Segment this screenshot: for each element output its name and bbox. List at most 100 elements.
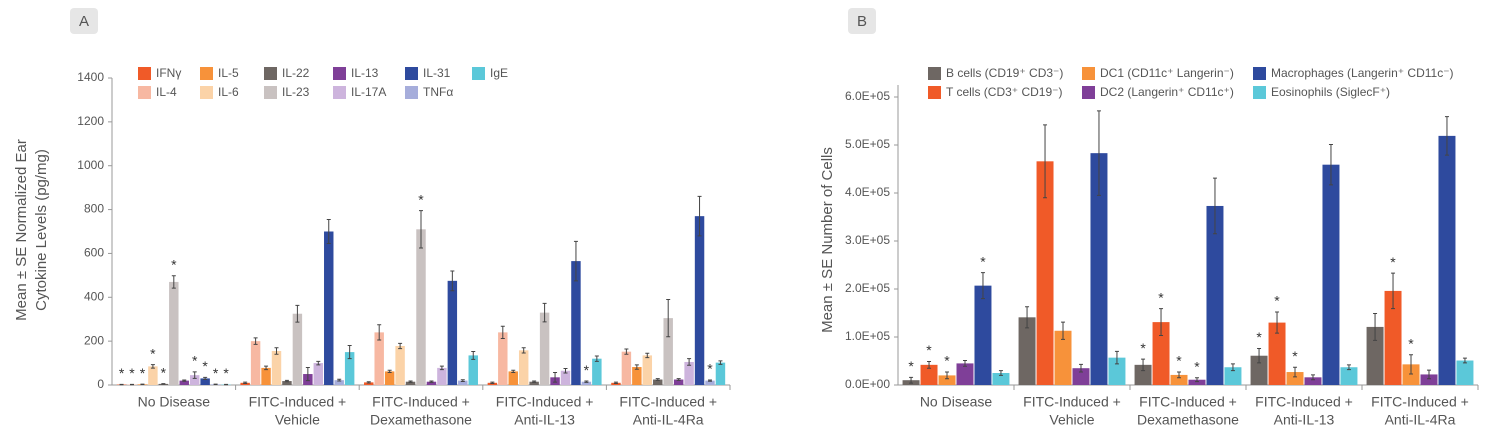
bar xyxy=(169,282,178,385)
significance-star: * xyxy=(192,353,198,369)
y-axis-title: Mean ± SE Normalized Ear xyxy=(13,139,30,321)
x-tick-label: Anti-IL-13 xyxy=(514,412,575,428)
y-tick-label: 3.0E+05 xyxy=(845,233,890,247)
significance-star: * xyxy=(1390,254,1396,270)
significance-star: * xyxy=(1140,340,1146,356)
legend-label: DC1 (CD11c⁺ Langerin⁻) xyxy=(1100,66,1234,80)
legend-swatch xyxy=(200,86,213,99)
significance-star: * xyxy=(171,256,177,272)
x-tick-label: FITC-Induced + xyxy=(249,394,347,410)
y-tick-label: 6.0E+05 xyxy=(845,89,890,103)
bar xyxy=(251,341,260,385)
x-tick-label: FITC-Induced + xyxy=(1255,394,1353,410)
bar xyxy=(385,371,394,385)
legend-label: IL-4 xyxy=(156,85,177,99)
legend-label: IL-22 xyxy=(282,66,310,80)
bar xyxy=(716,363,725,385)
significance-star: * xyxy=(584,362,590,378)
error-bar xyxy=(532,381,536,382)
bar xyxy=(261,368,270,385)
significance-star: * xyxy=(119,365,125,381)
bar xyxy=(519,350,528,385)
error-bar xyxy=(409,381,413,382)
y-tick-label: 4.0E+05 xyxy=(845,185,890,199)
significance-star: * xyxy=(1292,348,1298,364)
legend-swatch xyxy=(1253,86,1266,99)
bar xyxy=(632,367,641,385)
bar xyxy=(437,368,446,385)
legend-swatch xyxy=(1082,67,1095,80)
bar xyxy=(509,371,518,385)
legend-swatch xyxy=(928,67,941,80)
significance-star: * xyxy=(140,365,146,381)
bar xyxy=(1438,136,1455,385)
y-tick-label: 0 xyxy=(97,377,104,391)
significance-star: * xyxy=(161,364,167,380)
significance-star: * xyxy=(202,358,208,374)
x-tick-label: Anti-IL-4Ra xyxy=(1385,412,1456,428)
bar xyxy=(498,332,507,385)
x-tick-label: Dexamethasone xyxy=(370,412,472,428)
x-tick-label: Vehicle xyxy=(275,412,320,428)
significance-star: * xyxy=(213,365,219,381)
x-tick-label: Dexamethasone xyxy=(1137,412,1239,428)
bar xyxy=(314,363,323,385)
y-tick-label: 1000 xyxy=(77,158,104,172)
legend-label: Eosinophils (SiglecF⁺) xyxy=(1271,85,1390,99)
bar xyxy=(272,351,281,385)
bar xyxy=(1456,361,1473,385)
bar xyxy=(293,314,302,385)
bar xyxy=(974,286,991,385)
significance-star: * xyxy=(1256,329,1262,345)
bar xyxy=(643,355,652,385)
legend-swatch xyxy=(138,86,151,99)
significance-star: * xyxy=(707,361,713,377)
y-tick-label: 1200 xyxy=(77,114,104,128)
legend-swatch xyxy=(264,67,277,80)
significance-star: * xyxy=(926,342,932,358)
bar xyxy=(695,216,704,385)
y-tick-label: 2.0E+05 xyxy=(845,281,890,295)
significance-star: * xyxy=(1408,335,1414,351)
legend-label: IL-23 xyxy=(282,85,310,99)
significance-star: * xyxy=(150,345,156,361)
legend-label: IL-5 xyxy=(218,66,239,80)
x-tick-label: FITC-Induced + xyxy=(372,394,470,410)
bar xyxy=(448,281,457,385)
bar xyxy=(148,366,157,385)
legend-label: DC2 (Langerin⁺ CD11c⁺) xyxy=(1100,85,1234,99)
x-tick-label: Anti-IL-4Ra xyxy=(633,412,704,428)
bar xyxy=(395,346,404,385)
y-tick-label: 5.0E+05 xyxy=(845,137,890,151)
bar xyxy=(592,359,601,385)
x-tick-label: No Disease xyxy=(138,394,211,410)
legend-label: TNFα xyxy=(423,85,453,99)
x-tick-label: Anti-IL-13 xyxy=(1274,412,1335,428)
legend-label: IgE xyxy=(490,66,508,80)
significance-star: * xyxy=(1274,293,1280,309)
legend-label: T cells (CD3⁺ CD19⁻) xyxy=(946,85,1062,99)
x-tick-label: FITC-Induced + xyxy=(1371,394,1469,410)
significance-star: * xyxy=(1158,289,1164,305)
legend-label: IL-31 xyxy=(423,66,451,80)
legend-label: IL-17A xyxy=(351,85,386,99)
bar xyxy=(416,229,425,385)
y-axis-title: Cytokine Levels (pg/mg) xyxy=(33,149,50,311)
x-tick-label: FITC-Induced + xyxy=(1139,394,1237,410)
bar xyxy=(622,352,631,385)
significance-star: * xyxy=(418,191,424,207)
significance-star: * xyxy=(980,253,986,269)
legend-swatch xyxy=(200,67,213,80)
bar xyxy=(540,313,549,385)
legend-swatch xyxy=(1082,86,1095,99)
panel-label: A xyxy=(79,13,89,30)
legend-label: IL-6 xyxy=(218,85,239,99)
significance-star: * xyxy=(908,358,914,374)
x-tick-label: No Disease xyxy=(920,394,993,410)
y-tick-label: 1.0E+05 xyxy=(845,329,890,343)
y-tick-label: 600 xyxy=(84,246,104,260)
y-axis-title: Mean ± SE Number of Cells xyxy=(819,147,836,333)
legend-swatch xyxy=(405,86,418,99)
bar xyxy=(1322,165,1339,385)
